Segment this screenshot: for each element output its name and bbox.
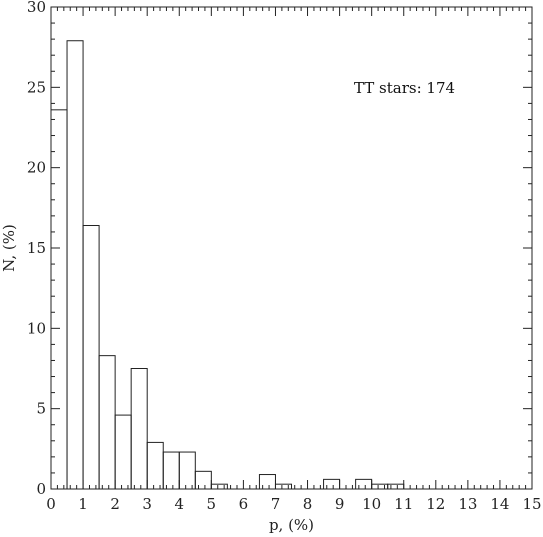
x-tick-label: 3 <box>142 495 152 513</box>
y-tick-label: 25 <box>27 78 46 96</box>
y-tick-label: 20 <box>27 159 46 177</box>
bars-group <box>50 40 405 490</box>
x-tick-label: 8 <box>303 495 313 513</box>
plot-frame <box>50 6 533 490</box>
x-tick-label: 10 <box>362 495 381 513</box>
x-tick-label: 6 <box>239 495 249 513</box>
x-tick-label: 15 <box>522 495 541 513</box>
histogram-bar <box>50 109 68 490</box>
histogram-bar <box>82 225 100 490</box>
histogram-bar <box>130 368 148 490</box>
x-tick-label: 5 <box>207 495 217 513</box>
histogram-bar <box>194 470 212 490</box>
x-tick-label: 2 <box>110 495 120 513</box>
stars-count-annotation: TT stars: 174 <box>354 79 455 97</box>
x-axis-title: p, (%) <box>269 516 314 534</box>
histogram-bar <box>371 483 389 490</box>
histogram-bar <box>162 451 180 490</box>
y-tick-label: 15 <box>27 239 46 257</box>
histogram-bar <box>258 474 276 490</box>
x-tick-label: 1 <box>78 495 88 513</box>
x-tick-label: 11 <box>394 495 413 513</box>
histogram-bar <box>323 478 341 490</box>
histogram-bar <box>178 451 196 490</box>
x-tick-label: 13 <box>458 495 477 513</box>
x-tick-label: 14 <box>490 495 509 513</box>
histogram-bar <box>146 441 164 490</box>
histogram-bar <box>355 478 373 490</box>
y-axis-title: N, (%) <box>0 224 18 272</box>
y-tick-label: 0 <box>36 480 46 498</box>
ticks-group <box>50 6 533 490</box>
histogram-bar <box>66 40 84 490</box>
histogram-bar <box>98 355 116 490</box>
x-tick-label: 4 <box>174 495 184 513</box>
y-tick-label: 5 <box>36 400 46 418</box>
x-tick-label: 0 <box>46 495 56 513</box>
y-tick-label: 10 <box>27 319 46 337</box>
y-tick-label: 30 <box>27 0 46 16</box>
histogram-bar <box>210 483 228 490</box>
x-tick-label: 7 <box>271 495 281 513</box>
x-tick-label: 12 <box>426 495 445 513</box>
histogram-bar <box>114 414 132 490</box>
histogram-bar <box>274 483 293 490</box>
histogram-bar <box>387 483 405 490</box>
x-tick-label: 9 <box>335 495 345 513</box>
